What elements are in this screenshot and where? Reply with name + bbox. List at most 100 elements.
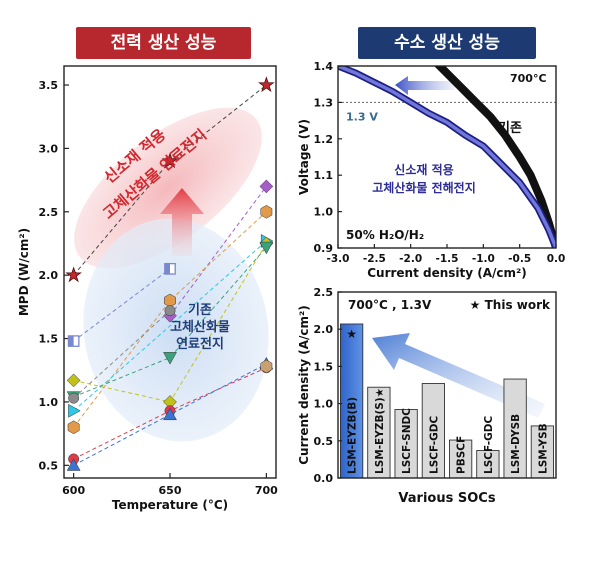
curves xyxy=(338,66,556,248)
point-triangle-down xyxy=(259,241,274,255)
point-diamond xyxy=(163,308,177,323)
y-tick-label: 3.5 xyxy=(39,79,59,92)
y-tick-label: 1.5 xyxy=(314,360,334,373)
series-6 xyxy=(66,241,274,404)
new-material-curve-label-1: 신소재 적용 xyxy=(394,162,453,177)
point-hexagon xyxy=(260,359,273,374)
new-material-curve xyxy=(338,66,556,248)
bar-6 xyxy=(503,378,527,479)
conventional-region xyxy=(83,218,269,442)
y-tick-label: 2.5 xyxy=(39,206,59,219)
bar-label-2: LSCF-SNDC xyxy=(401,408,413,474)
conventional-label-3: 연료전지 xyxy=(176,336,224,352)
hydrogen-production-banner: 수소 생산 성능 xyxy=(358,27,536,59)
x-axis-label: Current density (A/cm²) xyxy=(367,266,527,280)
y-tick-label: 1.0 xyxy=(314,398,334,411)
point-triangle-right xyxy=(260,234,274,248)
legend-this-work: ★ This work xyxy=(470,298,551,312)
improvement-arrow xyxy=(160,188,204,256)
y-tick-label: 1.4 xyxy=(314,60,334,73)
performance-arrow xyxy=(395,76,455,95)
series-connector xyxy=(73,268,171,342)
y-tick-label: 0.5 xyxy=(314,435,334,448)
x-axis-label: Various SOCs xyxy=(398,491,495,506)
bar-4 xyxy=(449,439,473,479)
conventional-curve-label: 기존 xyxy=(498,121,522,136)
x-tick-label: -0.5 xyxy=(508,253,531,265)
point-square xyxy=(164,262,176,275)
highlight-star: ★ xyxy=(346,327,357,341)
y-tick-label: 1.3 xyxy=(314,96,334,109)
series-connector xyxy=(73,84,267,276)
bar-label-0: LSM-EYZB(B) xyxy=(347,397,359,474)
point-star xyxy=(161,152,179,169)
y-tick-label: 1.5 xyxy=(39,333,59,346)
reference-line-label: 1.3 V xyxy=(346,110,378,123)
bar-label-4: PBSCF xyxy=(456,436,468,474)
series-3 xyxy=(67,262,176,347)
y-tick-label: 3.0 xyxy=(39,142,59,155)
new-material-label-1: 신소재 적용 xyxy=(101,125,170,187)
series-connector xyxy=(73,310,171,399)
plot-frame xyxy=(337,291,557,479)
series-connector xyxy=(73,367,267,460)
point-square xyxy=(67,335,80,347)
bar-2 xyxy=(394,409,418,479)
series-connector xyxy=(73,246,267,398)
point-triangle-down xyxy=(66,391,81,404)
point-circle xyxy=(164,305,176,317)
point-circle xyxy=(260,362,272,374)
series-connector xyxy=(169,186,267,317)
new-material-curve-outline xyxy=(338,66,556,248)
bar-label-3: LSCF-GDC xyxy=(428,415,440,474)
x-tick-label: 650 xyxy=(159,484,182,497)
point-diamond xyxy=(259,236,274,251)
point-star xyxy=(65,266,82,283)
x-tick-label: -3.0 xyxy=(327,253,350,265)
bar-1 xyxy=(367,386,391,479)
x-tick-label: -1.0 xyxy=(472,253,495,265)
y-tick-label: 0.5 xyxy=(39,459,59,472)
y-tick-label: 2.0 xyxy=(314,323,334,336)
bar-label-7: LSM-YSB xyxy=(537,423,549,474)
conventional-curve xyxy=(434,66,556,248)
point-star xyxy=(258,76,275,93)
bar-label-5: LSCF-GDC xyxy=(483,415,495,474)
y-axis-label: Voltage (V) xyxy=(297,119,311,195)
series-4 xyxy=(68,234,274,418)
conventional-label-1: 기존 xyxy=(188,303,212,318)
y-tick-label: 2.0 xyxy=(39,269,59,282)
series-9 xyxy=(66,356,274,471)
point-triangle-right xyxy=(68,403,81,418)
y-tick-label: 0.0 xyxy=(314,472,334,485)
bar-3 xyxy=(421,383,445,479)
new-material-label-2: 고체산화물 연료전지 xyxy=(99,126,210,223)
trend-arrow xyxy=(372,333,545,418)
point-diamond xyxy=(66,373,81,388)
new-material-region xyxy=(74,107,262,269)
point-square-fill xyxy=(68,335,74,347)
series-connector xyxy=(73,240,267,412)
y-tick-label: 1.2 xyxy=(314,133,334,146)
point-square-fill xyxy=(164,263,170,275)
power-generation-banner: 전력 생산 성능 xyxy=(76,27,251,59)
point-hexagon xyxy=(164,293,176,308)
y-axis-label: Current density (A/cm²) xyxy=(297,305,311,465)
series-2 xyxy=(67,204,273,435)
series-1 xyxy=(163,179,274,323)
bar-7 xyxy=(530,425,554,479)
x-tick-label: 700 xyxy=(255,484,278,497)
point-triangle-up xyxy=(66,458,81,471)
series-connector xyxy=(73,363,267,466)
y-axis-label: MPD (W/cm²) xyxy=(17,228,31,316)
y-tick-label: 0.9 xyxy=(314,242,334,255)
series-5 xyxy=(66,236,274,409)
x-tick-label: 0.0 xyxy=(547,253,566,265)
x-tick-label: -2.5 xyxy=(363,253,386,265)
x-tick-label: -2.0 xyxy=(399,253,422,265)
point-hexagon xyxy=(67,420,80,435)
point-diamond xyxy=(259,179,274,194)
